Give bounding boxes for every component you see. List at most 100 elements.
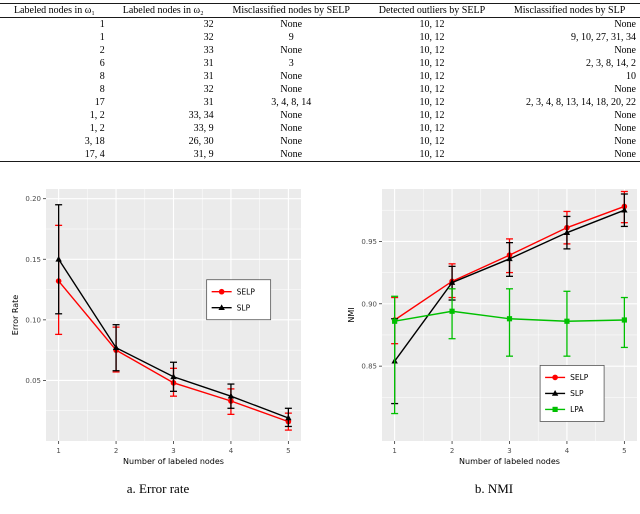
table-cell: None	[614, 84, 636, 95]
table-cell: 8	[99, 84, 105, 95]
table-cell: None	[280, 19, 303, 30]
table-cell: 10, 12	[419, 71, 445, 82]
table-row: 8 32 None 10, 12 None	[0, 83, 640, 96]
svg-text:0.95: 0.95	[361, 238, 377, 246]
svg-text:NMI: NMI	[347, 307, 356, 322]
table-row: 1 32 9 10, 12 9, 10, 27, 31, 34	[0, 31, 640, 44]
svg-text:0.85: 0.85	[361, 363, 377, 371]
table-cell: 9	[288, 32, 294, 43]
table-cell: None	[280, 136, 303, 147]
table-cell: 10, 12	[364, 148, 500, 162]
figure-b: 0.85 0.90 0.95 1 2 3 4 5 Number of labeled nodes…	[344, 182, 640, 497]
table-body: 1 32 None 10, 12 None 1 32 9 10, 12 9, 10, 27, 31…	[0, 18, 640, 162]
table-cell: 10, 12	[419, 45, 445, 56]
table-cell: 9, 10, 27, 31, 34	[571, 32, 636, 43]
svg-text:2: 2	[114, 447, 118, 455]
table-cell: 31	[203, 71, 214, 82]
table-cell: 10, 12	[419, 136, 445, 147]
legend-entry-selp: SELP	[237, 287, 256, 296]
table-header-row: Labeled nodes in ω₁ Labeled nodes in ω₂ Mi…	[0, 3, 640, 18]
col-header-4: Misclassified nodes by SLP	[499, 3, 640, 18]
legend-box	[539, 364, 605, 422]
svg-text:Number of labeled nodes: Number of labeled nodes	[459, 457, 560, 466]
legend-entry-slp: SLP	[570, 389, 584, 398]
legend-entry-lpa: LPA	[570, 405, 584, 414]
table-cell: 2	[99, 45, 105, 56]
svg-text:0.10: 0.10	[25, 316, 41, 324]
table-cell: 31	[203, 58, 214, 69]
figure-a-caption: a. Error rate	[126, 481, 190, 496]
table-cell: 10, 12	[419, 97, 445, 108]
svg-text:5: 5	[622, 447, 626, 455]
nmi-plot: 0.85 0.90 0.95 1 2 3 4 5 Number of labeled nodes…	[347, 189, 637, 466]
table-cell: None	[280, 110, 303, 121]
table-cell: None	[614, 123, 636, 134]
svg-text:4: 4	[229, 447, 234, 455]
legend-box	[206, 279, 272, 321]
table-cell: 1	[99, 32, 105, 43]
error-rate-plot: 0.05 0.10 0.15 0.20 1 2 3 4 5 Number of labeled n…	[11, 189, 301, 466]
table-cell: 31	[203, 97, 214, 108]
table-cell: 32	[203, 19, 214, 30]
error-rate-mount: 0.05 0.10 0.15 0.20 1 2 3 4 5 Number of labeled n…	[8, 182, 308, 479]
svg-text:4: 4	[565, 447, 570, 455]
svg-text:1: 1	[56, 447, 60, 455]
table-cell: None	[280, 45, 303, 56]
svg-text:2: 2	[450, 447, 454, 455]
table-cell: None	[280, 71, 303, 82]
table-cell: 10, 12	[419, 32, 445, 43]
table-cell: 1, 2	[89, 110, 105, 121]
table-cell: None	[280, 123, 303, 134]
table-cell: 8	[99, 71, 105, 82]
svg-text:0.90: 0.90	[361, 300, 377, 308]
svg-text:Error Rate: Error Rate	[11, 295, 20, 335]
results-table: Labeled nodes in ω₁ Labeled nodes in ω₂ Mi…	[0, 3, 640, 162]
table-row: 3, 18 26, 30 None 10, 12 None	[0, 135, 640, 148]
legend-entry-selp: SELP	[570, 373, 589, 382]
table-cell: None	[614, 136, 636, 147]
svg-text:3: 3	[507, 447, 511, 455]
table-cell: None	[499, 148, 640, 162]
svg-text:0.15: 0.15	[25, 256, 41, 264]
table-row: 17, 4 31, 9 None 10, 12 None	[0, 148, 640, 162]
table-cell: 10	[626, 71, 636, 82]
table-row: 2 33 None 10, 12 None	[0, 44, 640, 57]
figure-b-caption: b. NMI	[474, 481, 514, 496]
col-header-3: Detected outliers by SELP	[364, 3, 500, 18]
legend-entry-slp: SLP	[237, 303, 251, 312]
svg-text:3: 3	[171, 447, 175, 455]
table-cell: 10, 12	[419, 110, 445, 121]
table-cell: 3, 18	[84, 136, 105, 147]
table-cell: 1	[99, 19, 105, 30]
table-cell: 17, 4	[0, 148, 109, 162]
table-cell: 33, 9	[193, 123, 214, 134]
svg-text:0.20: 0.20	[25, 195, 41, 203]
nmi-mount: 0.85 0.90 0.95 1 2 3 4 5 Number of labeled nodes…	[344, 182, 640, 479]
table-cell: 26, 30	[188, 136, 214, 147]
table-cell: 2, 3, 4, 8, 13, 14, 18, 20, 22	[526, 97, 636, 108]
table-row: 1, 2 33, 9 None 10, 12 None	[0, 122, 640, 135]
table-cell: 3	[288, 58, 294, 69]
figure-a: 0.05 0.10 0.15 0.20 1 2 3 4 5 Number of labeled n…	[8, 182, 308, 497]
table-row: 8 31 None 10, 12 10	[0, 70, 640, 83]
svg-text:Number of labeled nodes: Number of labeled nodes	[123, 457, 224, 466]
table-cell: None	[280, 84, 303, 95]
svg-text:5: 5	[286, 447, 290, 455]
figures-row: 0.05 0.10 0.15 0.20 1 2 3 4 5 Number of labeled n…	[0, 182, 640, 497]
table-cell: 1, 2	[89, 123, 105, 134]
col-header-0: Labeled nodes in ω₁	[0, 3, 109, 18]
table-cell: 10, 12	[419, 84, 445, 95]
svg-text:0.05: 0.05	[25, 377, 41, 385]
table-cell: 10, 12	[419, 123, 445, 134]
table-cell: 33	[203, 45, 214, 56]
table-row: 6 31 3 10, 12 2, 3, 8, 14, 2	[0, 57, 640, 70]
svg-text:1: 1	[392, 447, 396, 455]
table-cell: 3, 4, 8, 14	[271, 97, 312, 108]
table-cell: 2, 3, 8, 14, 2	[586, 58, 636, 69]
table-cell: None	[614, 45, 636, 56]
table-row: 1, 2 33, 34 None 10, 12 None	[0, 109, 640, 122]
table-cell: None	[614, 110, 636, 121]
col-header-1: Labeled nodes in ω₂	[108, 3, 218, 18]
table-cell: 32	[203, 32, 214, 43]
table-row: 17 31 3, 4, 8, 14 10, 12 2, 3, 4, 8, 13, 14,…	[0, 96, 640, 109]
